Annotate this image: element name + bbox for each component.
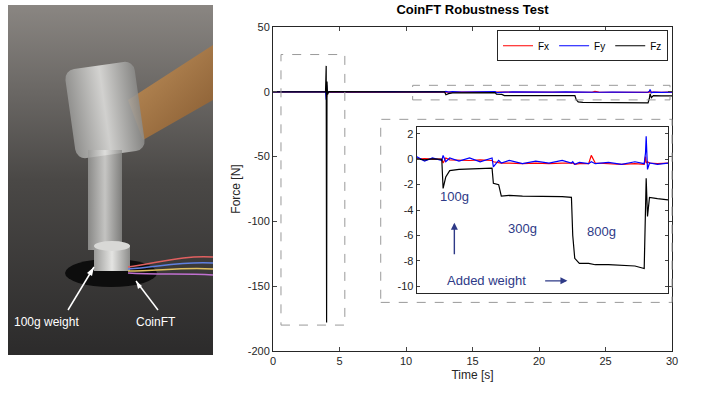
svg-text:0: 0: [407, 153, 413, 165]
svg-text:Fy: Fy: [594, 41, 605, 52]
svg-text:-2: -2: [404, 178, 414, 190]
svg-text:-200: -200: [248, 345, 270, 357]
svg-text:-8: -8: [404, 255, 414, 267]
svg-text:-100: -100: [248, 215, 270, 227]
html-text:100g weight: 100g weight: [14, 315, 79, 329]
svg-text:Fx: Fx: [538, 41, 549, 52]
svg-text:5: 5: [336, 355, 342, 367]
svg-text:Fz: Fz: [650, 41, 661, 52]
svg-text:100g: 100g: [440, 189, 469, 204]
svg-text:2: 2: [407, 128, 413, 140]
svg-text:0: 0: [264, 86, 270, 98]
html-text:CoinFT: CoinFT: [136, 315, 176, 329]
svg-text:10: 10: [400, 355, 412, 367]
svg-text:25: 25: [599, 355, 611, 367]
svg-text:-150: -150: [248, 280, 270, 292]
svg-text:-4: -4: [404, 204, 414, 216]
svg-text:20: 20: [533, 355, 545, 367]
svg-text:-10: -10: [398, 280, 414, 292]
svg-text:800g: 800g: [587, 224, 616, 239]
svg-text:Force [N]: Force [N]: [229, 164, 243, 213]
svg-text:15: 15: [466, 355, 478, 367]
svg-text:CoinFT Robustness Test: CoinFT Robustness Test: [396, 3, 549, 17]
svg-text:-6: -6: [404, 229, 414, 241]
svg-text:300g: 300g: [508, 221, 537, 236]
svg-text:Time [s]: Time [s]: [451, 368, 493, 382]
svg-text:0: 0: [270, 355, 276, 367]
svg-text:50: 50: [258, 21, 270, 33]
svg-text:-50: -50: [254, 150, 270, 162]
svg-text:30: 30: [666, 355, 678, 367]
svg-text:Added weight: Added weight: [447, 273, 526, 288]
